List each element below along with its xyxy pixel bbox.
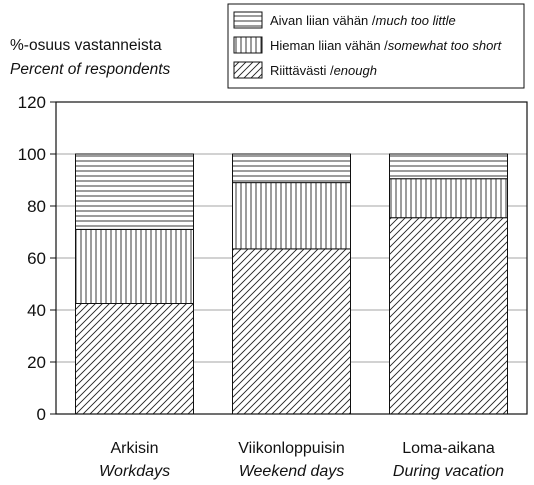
x-category-label-2: Viikonloppuisin [238,440,344,457]
y-axis-title-en: Percent of respondents [10,61,171,78]
x-category-label-en-2: Weekend days [239,463,345,480]
legend-label-vertical: Hieman liian vähän /somewhat too short [270,38,503,53]
y-tick-label-100: 100 [18,145,46,164]
x-category-label-en-1: Workdays [99,463,170,480]
y-axis-title-fi: %-osuus vastanneista [10,37,162,54]
legend-label-horizontal: Aivan liian vähän /much too little [270,13,456,28]
y-tick-label-80: 80 [27,197,46,216]
bar-segment-horizontal-2 [232,153,351,184]
bar-segment-vertical-2 [232,182,351,250]
x-category-label-en-3: During vacation [393,463,504,480]
bar-segment-vertical-3 [389,178,508,219]
legend-box [227,3,525,89]
x-category-label-1: Arkisin [110,440,158,457]
plot-frame [55,101,528,415]
legend-label-diagonal: Riittävästi /enough [270,63,377,78]
y-tick-label-0: 0 [37,405,46,424]
bar-segment-diagonal-3 [389,217,508,415]
x-category-label-3: Loma-aikana [402,440,495,457]
bar-segment-diagonal-1 [75,303,194,415]
legend-swatch-horizontal [233,11,263,29]
bar-segment-horizontal-1 [75,153,194,230]
y-tick-label-20: 20 [27,353,46,372]
bar-segment-diagonal-2 [232,248,351,415]
bar-segment-vertical-1 [75,228,194,304]
y-tick-label-60: 60 [27,249,46,268]
y-tick-label-120: 120 [18,93,46,112]
bar-segment-horizontal-3 [389,153,508,180]
legend-swatch-vertical [233,36,263,54]
legend-swatch-diagonal [233,61,263,79]
y-tick-label-40: 40 [27,301,46,320]
